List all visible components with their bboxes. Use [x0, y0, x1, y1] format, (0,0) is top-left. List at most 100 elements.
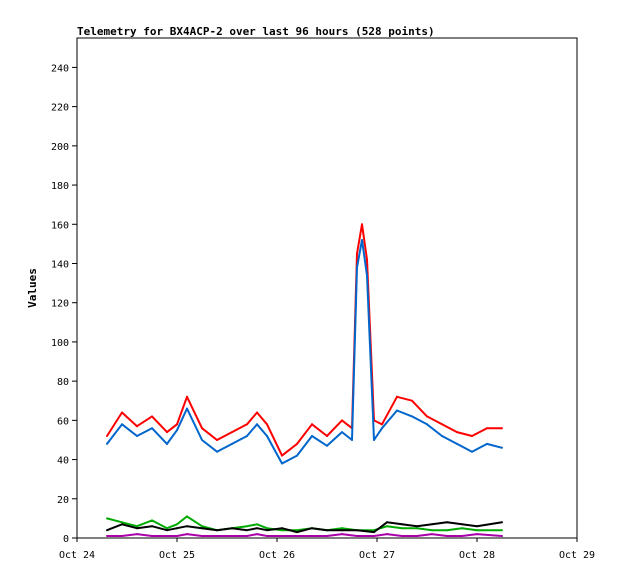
data-point [216, 535, 218, 537]
data-point [166, 431, 168, 434]
y-tick-label: 100 [51, 338, 69, 349]
data-point [456, 431, 458, 434]
data-point [281, 527, 283, 530]
data-point [201, 439, 203, 441]
data-point [231, 527, 233, 530]
data-point [296, 454, 298, 457]
data-point [471, 435, 473, 437]
series-line-0 [106, 223, 502, 457]
data-point [386, 533, 388, 536]
data-point [266, 423, 268, 426]
series-line-3 [106, 521, 503, 534]
x-axis-ticks: Oct 24 Oct 25 Oct 26 Oct 27 Oct 28 Oct 29 [59, 538, 595, 561]
data-point [201, 427, 203, 430]
data-point [186, 395, 188, 398]
y-tick-label: 180 [51, 181, 69, 192]
data-point [356, 529, 358, 532]
data-point [281, 454, 283, 457]
data-point [411, 415, 413, 418]
data-point [431, 533, 433, 536]
y-tick-label: 140 [51, 259, 69, 270]
data-point [341, 419, 343, 422]
series-group [106, 223, 503, 537]
data-point [201, 525, 203, 528]
data-point [341, 529, 343, 532]
data-point [431, 529, 433, 532]
data-point [186, 525, 188, 528]
data-point [246, 529, 248, 532]
data-point [373, 535, 375, 537]
y-axis-label: Values [26, 268, 39, 308]
data-point [373, 439, 375, 441]
y-tick-label: 160 [51, 220, 69, 231]
data-point [201, 535, 203, 537]
series-line-4 [107, 533, 503, 537]
data-point [386, 521, 388, 524]
data-point [476, 529, 478, 532]
data-point [476, 525, 478, 528]
data-point [381, 423, 383, 426]
data-point [216, 450, 218, 453]
data-point [151, 519, 153, 522]
x-tick-label: Oct 26 [259, 550, 295, 561]
data-point [461, 523, 463, 526]
data-point [121, 523, 123, 526]
data-point [341, 527, 343, 530]
data-point [151, 525, 153, 528]
data-point [296, 529, 298, 532]
data-point [166, 442, 168, 445]
data-point [121, 521, 123, 524]
data-point [151, 415, 153, 418]
data-point [166, 529, 168, 532]
data-point [256, 423, 258, 426]
data-point [446, 529, 448, 532]
data-point [381, 427, 383, 430]
y-tick-label: 0 [63, 534, 69, 545]
data-point [256, 527, 258, 530]
data-point [471, 450, 473, 453]
data-point [121, 535, 123, 537]
data-point [106, 435, 108, 437]
data-point [446, 521, 448, 524]
data-point [446, 535, 448, 537]
data-point [441, 435, 443, 437]
y-tick-label: 200 [51, 142, 69, 153]
x-tick-label: Oct 24 [59, 550, 95, 561]
x-tick-label: Oct 25 [159, 550, 195, 561]
data-point [296, 535, 298, 537]
data-point [356, 252, 358, 255]
data-point [106, 535, 108, 537]
data-point [366, 258, 368, 261]
data-point [341, 533, 343, 536]
data-point [246, 525, 248, 528]
data-point [441, 423, 443, 426]
data-point [501, 446, 503, 449]
data-point [266, 535, 268, 537]
data-point [256, 533, 258, 536]
data-point [501, 521, 503, 524]
data-point [326, 535, 328, 537]
data-point [216, 529, 218, 532]
data-point [356, 266, 358, 269]
series-line-1 [106, 239, 503, 465]
data-point [136, 527, 138, 530]
data-point [501, 535, 503, 537]
data-point [416, 527, 418, 530]
y-tick-label: 240 [51, 63, 69, 74]
data-point [266, 435, 268, 437]
data-point [246, 423, 248, 426]
data-point [216, 439, 218, 441]
data-point [386, 525, 388, 528]
data-point [246, 435, 248, 437]
data-point [426, 415, 428, 418]
data-point [176, 423, 178, 426]
data-point [326, 435, 328, 437]
y-tick-label: 120 [51, 299, 69, 310]
data-point [136, 533, 138, 536]
data-point [341, 431, 343, 434]
y-tick-label: 80 [57, 377, 69, 388]
data-point [121, 423, 123, 426]
data-point [366, 274, 368, 277]
data-point [136, 425, 138, 428]
